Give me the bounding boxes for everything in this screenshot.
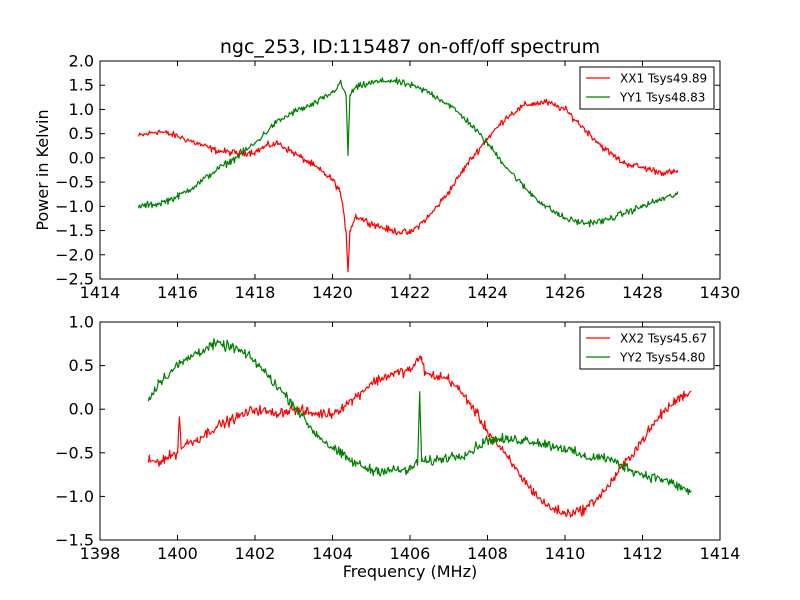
y-tick-label: 1.0 (69, 313, 94, 332)
y-tick-label: 0.0 (69, 400, 94, 419)
y-tick-label: −1.5 (55, 531, 94, 550)
legend: XX2 Tsys45.67 YY2 Tsys54.80 (579, 326, 715, 370)
series-group (138, 77, 678, 273)
x-tick-label: 1430 (700, 283, 741, 302)
x-tick-label: 1398 (80, 544, 121, 563)
y-tick-label: −0.5 (55, 443, 94, 462)
legend-entry: XX1 Tsys49.89 (620, 72, 707, 86)
x-tick-label: 1406 (390, 544, 431, 563)
x-tick-label: 1402 (235, 544, 276, 563)
y-tick-label: 1.5 (69, 76, 94, 95)
y-tick-label: −2.0 (55, 245, 94, 264)
series-group (147, 338, 692, 518)
y-axis-label: Power in Kelvin (33, 109, 52, 230)
series-line-xx2 (147, 355, 692, 518)
bottom-spectrum-plot: 1398 1400 1402 1404 1406 1408 1410 1412 1414 −1.5… (55, 313, 740, 582)
legend-entry: XX2 Tsys45.67 (620, 332, 707, 346)
legend: XX1 Tsys49.89 YY1 Tsys48.83 (579, 66, 715, 110)
x-tick-label: 1410 (545, 544, 586, 563)
x-tick-label: 1404 (312, 544, 353, 563)
x-tick-label: 1424 (467, 283, 508, 302)
y-tick-label: −0.5 (55, 173, 94, 192)
x-axis-label: Frequency (MHz) (343, 562, 477, 581)
x-tick-label: 1414 (700, 544, 741, 563)
y-tick-label: −1.5 (55, 221, 94, 240)
x-tick-label: 1412 (622, 544, 663, 563)
x-tick-label: 1426 (545, 283, 586, 302)
legend-entry: YY1 Tsys48.83 (619, 91, 705, 105)
y-tick-label: −1.0 (55, 487, 94, 506)
x-tick-label: 1414 (80, 283, 121, 302)
legend-box (579, 326, 715, 370)
y-tick-label: 2.0 (69, 52, 94, 71)
y-tick-label: 0.5 (69, 356, 94, 375)
y-tick-label: −2.5 (55, 270, 94, 289)
y-tick-label: 0.0 (69, 148, 94, 167)
y-tick-label: 1.0 (69, 100, 94, 119)
x-tick-label: 1416 (157, 283, 198, 302)
series-line-xx1 (138, 98, 678, 273)
figure-title: ngc_253, ID:115487 on-off/off spectrum (220, 36, 600, 58)
series-line-yy1 (138, 77, 678, 228)
x-tick-label: 1400 (157, 544, 198, 563)
series-line-yy2 (147, 338, 692, 495)
legend-box (579, 66, 715, 110)
x-tick-label: 1428 (622, 283, 663, 302)
x-tick-label: 1418 (235, 283, 276, 302)
y-tick-label: −1.0 (55, 197, 94, 216)
legend-entry: YY2 Tsys54.80 (619, 351, 705, 365)
top-spectrum-plot: 1414 1416 1418 1420 1422 1424 1426 1428 1430 −2.5… (33, 52, 740, 303)
x-tick-label: 1408 (467, 544, 508, 563)
x-tick-label: 1420 (312, 283, 353, 302)
y-tick-label: 0.5 (69, 124, 94, 143)
x-tick-label: 1422 (390, 283, 431, 302)
